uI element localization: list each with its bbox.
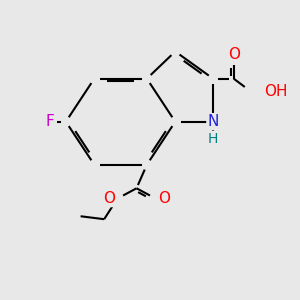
Text: O: O xyxy=(103,191,115,206)
Text: H: H xyxy=(208,132,218,146)
Text: O: O xyxy=(228,47,240,62)
Text: OH: OH xyxy=(264,84,287,99)
Text: O: O xyxy=(158,191,170,206)
Text: N: N xyxy=(207,114,219,129)
Text: F: F xyxy=(45,114,54,129)
